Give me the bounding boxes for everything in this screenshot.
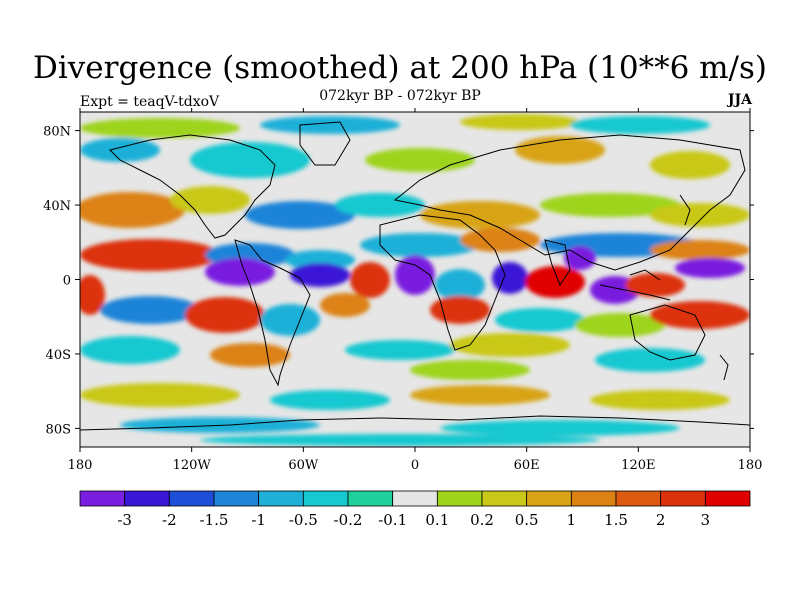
colorbar-label: -3 xyxy=(117,511,132,529)
colorbar-label: -0.5 xyxy=(289,511,318,529)
lon-label: 60W xyxy=(288,458,319,473)
lat-label: 40S xyxy=(46,348,71,363)
lat-label: 80S xyxy=(46,422,71,437)
lon-label: 0 xyxy=(411,458,419,473)
colorbar-swatch xyxy=(302,490,349,507)
colorbar-swatch xyxy=(481,490,528,507)
lon-label: 120W xyxy=(173,458,212,473)
colorbar-label: -2 xyxy=(162,511,177,529)
coastlines xyxy=(80,121,750,431)
lon-label: 120E xyxy=(621,458,655,473)
colorbar-swatch xyxy=(570,490,617,507)
lon-label: 180 xyxy=(68,458,93,473)
season-label: JJA xyxy=(727,92,752,108)
lat-label: 40N xyxy=(43,199,71,214)
lon-label: 60E xyxy=(514,458,540,473)
map-axes: 180 120W 60W 0 60E 120E 180 80N 40N 0 40S 80S xyxy=(43,108,762,473)
chart-title: Divergence (smoothed) at 200 hPa (10**6 … xyxy=(33,50,767,86)
colorbar-label: 0.5 xyxy=(515,511,539,529)
colorbar-label: 1 xyxy=(567,511,577,529)
colorbar-swatch xyxy=(392,490,438,507)
colorbar-swatch xyxy=(347,490,394,507)
colorbar-label: 0.1 xyxy=(425,511,449,529)
divergence-field xyxy=(80,112,750,447)
colorbar-label: 3 xyxy=(701,511,711,529)
colorbar-swatch xyxy=(526,490,572,507)
colorbar-label: -1 xyxy=(251,511,266,529)
chart-subtitle: 072kyr BP - 072kyr BP xyxy=(319,88,481,104)
experiment-label: Expt = teaqV-tdxoV xyxy=(80,94,220,110)
lat-label: 0 xyxy=(63,274,71,289)
lat-label: 80N xyxy=(43,125,71,140)
colorbar: -3 -2 -1.5 -1 -0.5 -0.2 -0.1 0.1 0.2 0.5 1 1.5 2 3 xyxy=(79,490,751,529)
colorbar-label: -0.2 xyxy=(334,511,363,529)
colorbar-swatch xyxy=(615,490,662,507)
colorbar-swatch xyxy=(660,490,706,507)
colorbar-swatch xyxy=(704,490,751,507)
lon-label: 180 xyxy=(738,458,763,473)
colorbar-swatch xyxy=(213,490,260,507)
colorbar-swatch xyxy=(124,490,170,507)
colorbar-swatch xyxy=(436,490,483,507)
colorbar-label: -1.5 xyxy=(200,511,229,529)
colorbar-swatch xyxy=(79,490,126,507)
colorbar-label: 0.2 xyxy=(470,511,494,529)
colorbar-label: 1.5 xyxy=(604,511,628,529)
colorbar-swatch xyxy=(258,490,304,507)
colorbar-label: 2 xyxy=(656,511,666,529)
colorbar-label: -0.1 xyxy=(378,511,407,529)
colorbar-swatch xyxy=(168,490,215,507)
